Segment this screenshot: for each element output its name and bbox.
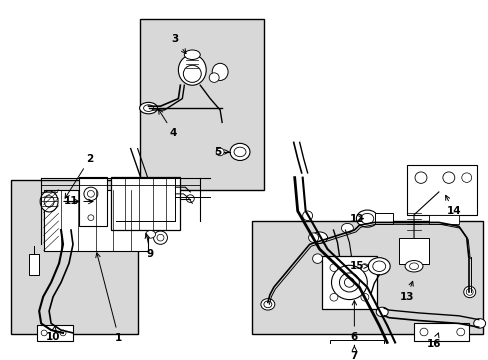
Bar [37,325,73,341]
Text: 8: 8 [0,359,1,360]
Bar [406,165,476,215]
Ellipse shape [44,196,54,207]
Ellipse shape [261,299,274,310]
Bar [79,177,106,226]
Ellipse shape [341,223,353,233]
Ellipse shape [339,273,359,292]
Text: 9: 9 [145,234,154,259]
Ellipse shape [184,50,200,59]
Ellipse shape [40,191,58,212]
Ellipse shape [375,307,387,317]
Ellipse shape [212,63,227,81]
Ellipse shape [329,293,337,301]
Text: 11: 11 [63,197,93,207]
Bar [11,180,137,334]
Bar [251,221,482,334]
Ellipse shape [344,278,354,287]
Bar [319,345,379,358]
Ellipse shape [84,187,98,201]
Text: 15: 15 [349,261,367,271]
Bar [43,190,148,252]
Ellipse shape [367,258,389,275]
Bar [428,215,458,224]
Text: 6: 6 [350,301,357,342]
Ellipse shape [302,211,312,221]
Ellipse shape [41,330,47,336]
Ellipse shape [419,328,427,336]
Bar [29,254,39,275]
Text: 2: 2 [65,154,93,198]
Ellipse shape [308,233,318,242]
Ellipse shape [60,330,66,336]
Ellipse shape [409,263,418,270]
Ellipse shape [473,319,485,328]
Ellipse shape [88,215,94,221]
Bar [374,213,392,224]
Text: 5: 5 [214,147,228,157]
Text: 4: 4 [158,109,177,138]
Ellipse shape [209,73,219,82]
Bar [321,256,376,309]
Text: 13: 13 [399,281,413,302]
Ellipse shape [183,65,201,82]
Ellipse shape [360,213,373,224]
Ellipse shape [442,172,454,183]
Text: 1: 1 [96,253,122,343]
Text: 16: 16 [426,333,440,349]
Text: 12: 12 [349,213,364,224]
Ellipse shape [264,301,271,308]
Ellipse shape [463,286,475,298]
Ellipse shape [365,348,372,354]
Ellipse shape [87,190,94,197]
Ellipse shape [404,261,422,272]
Ellipse shape [157,234,163,241]
Ellipse shape [414,172,426,183]
Ellipse shape [230,143,249,161]
Ellipse shape [461,173,471,183]
Ellipse shape [311,232,327,243]
Ellipse shape [178,55,206,85]
Ellipse shape [372,261,385,271]
Bar [329,339,384,357]
Ellipse shape [153,231,167,244]
Text: 10: 10 [46,326,60,342]
Bar [398,238,428,264]
Bar [413,323,468,341]
Ellipse shape [360,293,368,301]
Text: 7: 7 [350,345,357,360]
Ellipse shape [139,102,157,114]
Ellipse shape [465,289,472,295]
Ellipse shape [234,147,245,157]
Ellipse shape [356,210,377,227]
Bar [140,18,264,190]
Ellipse shape [143,105,153,112]
Ellipse shape [360,264,368,271]
Ellipse shape [456,328,464,336]
Ellipse shape [312,254,322,264]
Ellipse shape [186,195,194,202]
Bar [111,177,180,230]
Text: 3: 3 [171,35,185,54]
Ellipse shape [145,230,155,238]
Ellipse shape [216,148,224,156]
Text: 14: 14 [445,195,460,216]
Ellipse shape [329,264,337,271]
Ellipse shape [325,348,332,354]
Ellipse shape [331,265,366,300]
